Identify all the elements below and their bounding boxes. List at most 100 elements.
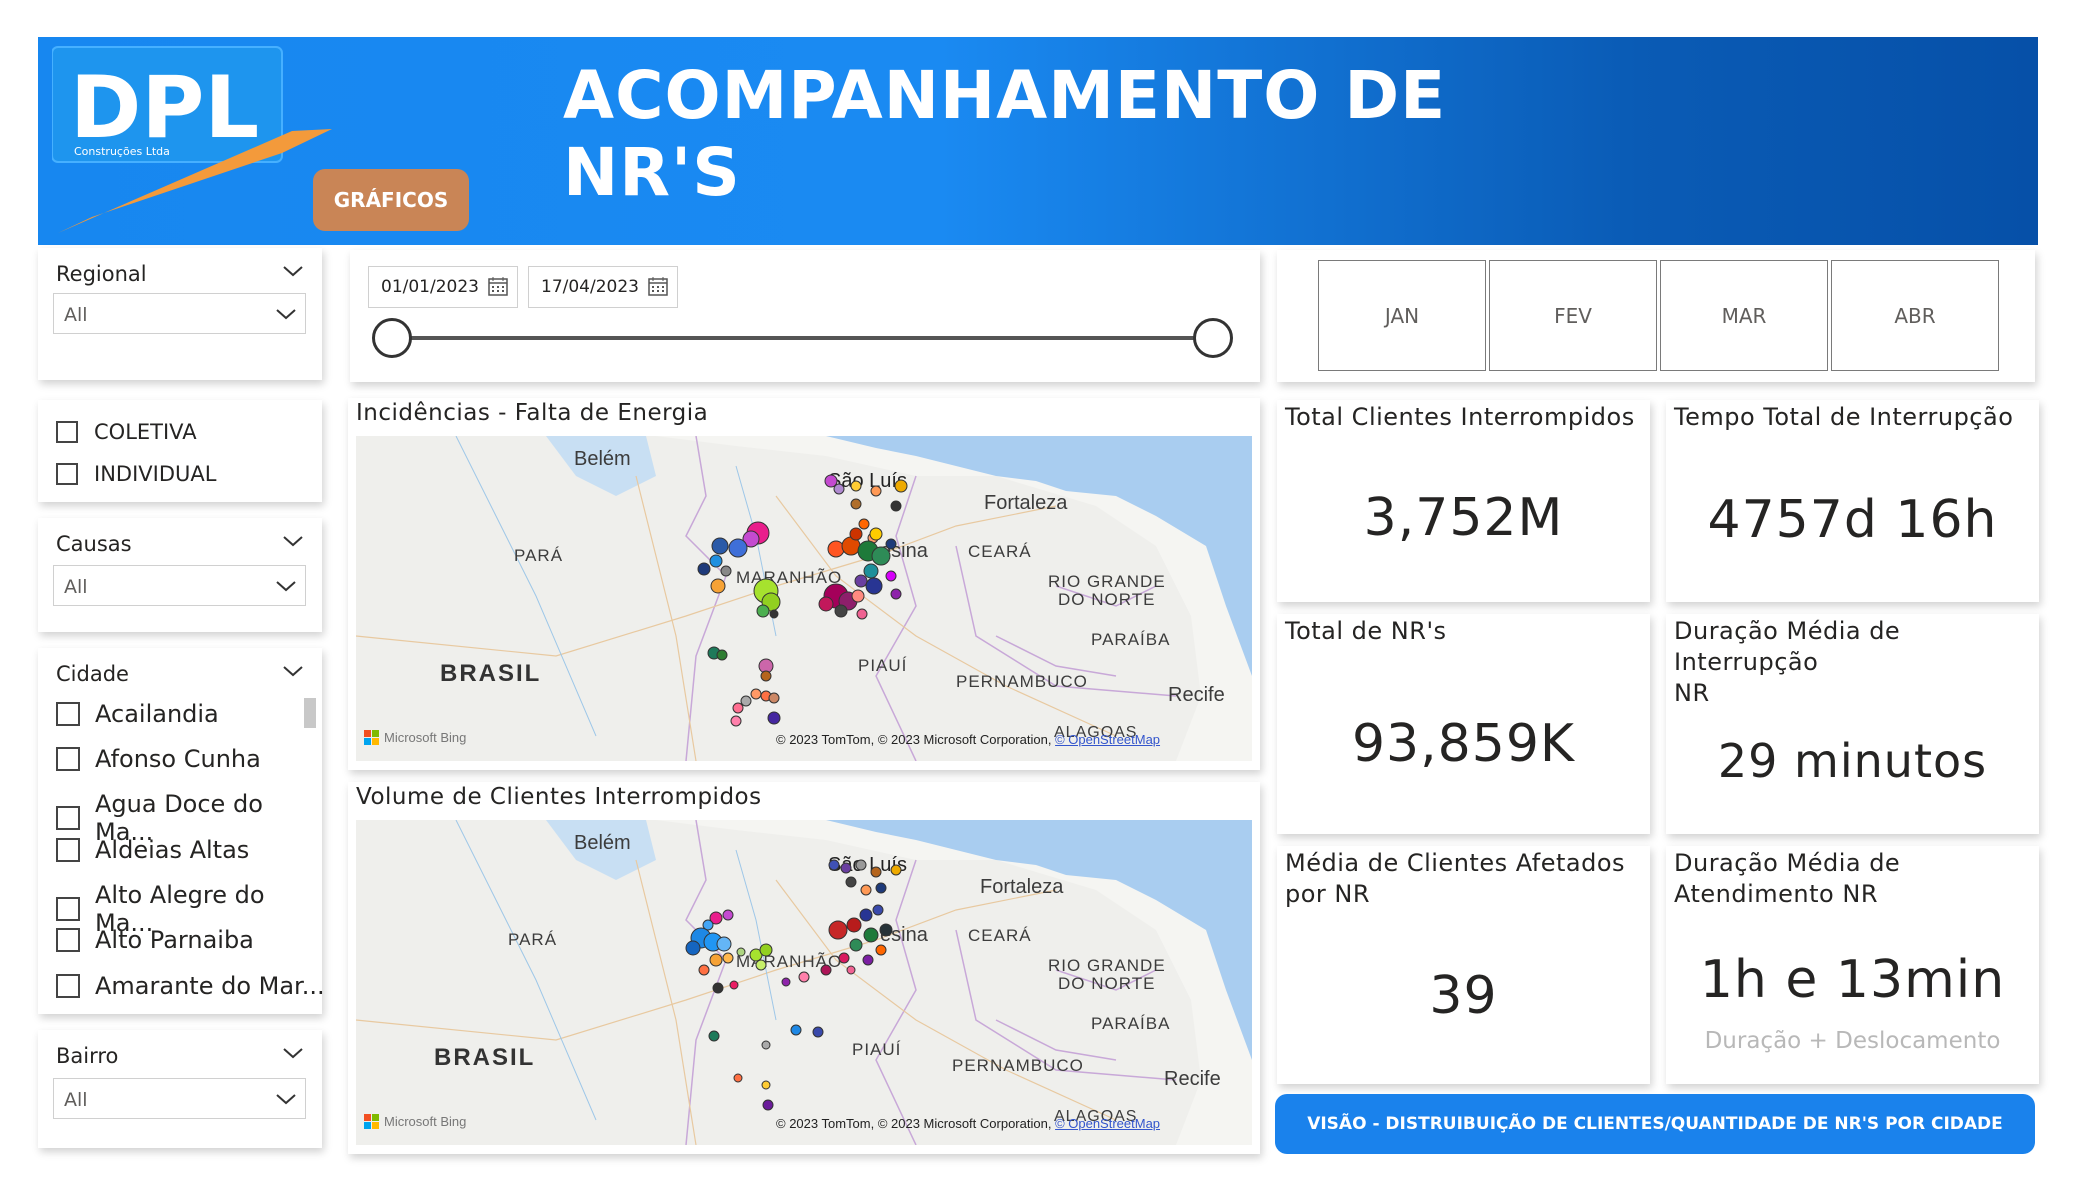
map-label-state: CEARÁ [968, 926, 1032, 945]
kpi-card-tempo-total: Tempo Total de Interrupção 4757d 16h [1666, 400, 2039, 602]
map-label-state: DO NORTE [1058, 974, 1156, 993]
map-label-city: Belém [574, 448, 631, 470]
bairro-dropdown[interactable]: All [53, 1078, 306, 1119]
chevron-down-icon[interactable] [282, 662, 304, 680]
dpl-logo: DPL Construções Ltda [51, 45, 342, 235]
month-button-abr[interactable]: ABR [1831, 260, 1999, 371]
map-label-state: PERNAMBUCO [952, 1056, 1084, 1075]
page-title: ACOMPANHAMENTO DE NR'S [563, 57, 1447, 211]
cidade-title: Cidade [56, 662, 129, 686]
calendar-icon[interactable] [647, 275, 669, 297]
causas-dropdown[interactable]: All [53, 565, 306, 606]
kpi-title: Total de NR's [1285, 617, 1447, 645]
regional-dropdown[interactable]: All [53, 293, 306, 334]
chevron-down-icon[interactable] [282, 262, 304, 280]
list-item[interactable]: Alto Parnaiba [56, 926, 254, 954]
list-item[interactable]: Alto Alegre do Ma... [56, 881, 328, 937]
causas-value: All [64, 576, 88, 598]
checkbox-individual[interactable]: INDIVIDUAL [56, 462, 216, 486]
volume-clientes-map[interactable]: Belém São Luís Fortaleza esina PARÁ MARA… [356, 820, 1252, 1145]
list-item[interactable]: Acailandia [56, 700, 219, 728]
kpi-value: 4757d 16h [1707, 490, 1998, 550]
list-item[interactable]: Afonso Cunha [56, 745, 261, 773]
checkbox-icon[interactable] [56, 702, 80, 726]
chevron-down-icon[interactable] [282, 532, 304, 550]
kpi-card-total-nrs: Total de NR's 93,859K [1277, 614, 1650, 834]
kpi-title-line: por NR [1285, 880, 1371, 908]
chevron-down-icon[interactable] [282, 1044, 304, 1062]
kpi-title: Tempo Total de Interrupção [1674, 403, 2014, 431]
graficos-button[interactable]: GRÁFICOS [313, 169, 469, 231]
map-label-city: Belém [574, 832, 631, 854]
map-label-state: PARÁ [508, 930, 558, 949]
kpi-title-line: Atendimento NR [1674, 880, 1878, 908]
scrollbar-thumb[interactable] [304, 698, 316, 728]
map-label-city: Fortaleza [980, 876, 1064, 898]
svg-text:Construções Ltda: Construções Ltda [74, 145, 170, 158]
bing-label: Microsoft Bing [384, 730, 467, 745]
svg-text:DPL: DPL [70, 58, 259, 158]
checkbox-icon[interactable] [56, 421, 78, 443]
list-item-label: Alto Parnaiba [95, 926, 254, 954]
map-label-state: ALAGOAS [1054, 1108, 1138, 1125]
kpi-title-line: Duração Média de Interrupção [1674, 617, 1901, 676]
list-item-label: Alto Alegre do Ma... [95, 881, 265, 937]
header-banner: DPL Construções Ltda ACOMPANHAMENTO DE N… [38, 37, 2038, 245]
kpi-title-line: Duração Média de [1674, 849, 1901, 877]
map-label-state: RIO GRANDE [1048, 572, 1166, 591]
cidade-slicer: Cidade Acailandia Afonso Cunha Agua Doce… [38, 648, 325, 1014]
kpi-title-line: Média de Clientes Afetados [1285, 849, 1626, 877]
bairro-value: All [64, 1089, 88, 1111]
kpi-title: Duração Média de Atendimento NR [1674, 848, 1900, 910]
checkbox-icon[interactable] [56, 897, 80, 921]
checkbox-icon[interactable] [56, 806, 80, 830]
regional-value: All [64, 304, 88, 326]
date-slider-start-handle[interactable] [372, 318, 412, 358]
visao-distribuicao-button[interactable]: VISÃO - DISTRUIBUIÇÃO DE CLIENTES/QUANTI… [1275, 1094, 2035, 1154]
tipo-slicer: COLETIVA INDIVIDUAL [38, 400, 322, 502]
list-item[interactable]: Amarante do Mar... [56, 972, 325, 1000]
incidencias-map[interactable]: Belém São Luís Fortaleza esina PARÁ MARA… [356, 436, 1252, 761]
kpi-value: 29 minutos [1717, 734, 1988, 788]
map-label-state: CEARÁ [968, 542, 1032, 561]
osm-link[interactable]: © OpenStreetMap [1055, 1116, 1161, 1131]
month-button-jan[interactable]: JAN [1318, 260, 1486, 371]
volume-bubbles [685, 859, 902, 1111]
map-label-state: ALAGOAS [1054, 724, 1138, 741]
list-item[interactable]: Agua Doce do Ma... [56, 790, 328, 846]
osm-link[interactable]: © OpenStreetMap [1055, 732, 1161, 747]
month-button-fev[interactable]: FEV [1489, 260, 1657, 371]
checkbox-icon[interactable] [56, 974, 80, 998]
incidencias-map-visual: Incidências - Falta de Energia [348, 398, 1260, 770]
list-item-label: Acailandia [95, 700, 219, 728]
microsoft-icon [364, 1114, 379, 1129]
attribution-text: © 2023 TomTom, © 2023 Microsoft Corporat… [776, 732, 1052, 747]
month-button-mar[interactable]: MAR [1660, 260, 1828, 371]
checkbox-icon[interactable] [56, 463, 78, 485]
date-slider-track[interactable] [390, 336, 1215, 340]
checkbox-icon[interactable] [56, 747, 80, 771]
kpi-title-line: NR [1674, 679, 1710, 707]
causas-title: Causas [56, 532, 132, 556]
checkbox-label: INDIVIDUAL [94, 462, 217, 486]
kpi-card-duracao-media-interrupcao: Duração Média de Interrupção NR 29 minut… [1666, 614, 2039, 834]
calendar-icon[interactable] [487, 275, 509, 297]
kpi-title: Total Clientes Interrompidos [1285, 403, 1635, 431]
bairro-title: Bairro [56, 1044, 119, 1068]
kpi-value: 39 [1429, 966, 1498, 1026]
kpi-value: 3,752M [1363, 488, 1564, 548]
causas-slicer: Causas All [38, 518, 322, 632]
checkbox-icon[interactable] [56, 928, 80, 952]
map-label-state: PARAÍBA [1091, 1014, 1171, 1033]
checkbox-icon[interactable] [56, 838, 80, 862]
start-date-input[interactable]: 01/01/2023 [368, 266, 518, 308]
date-inputs: 01/01/2023 17/04/2023 [368, 266, 1068, 310]
checkbox-coletiva[interactable]: COLETIVA [56, 420, 197, 444]
map-label-city: Recife [1168, 684, 1225, 706]
list-item[interactable]: Aldeias Altas [56, 836, 249, 864]
date-slider-end-handle[interactable] [1193, 318, 1233, 358]
map-label-country: BRASIL [434, 1044, 536, 1071]
map-label-state: PERNAMBUCO [956, 672, 1088, 691]
end-date-input[interactable]: 17/04/2023 [528, 266, 678, 308]
